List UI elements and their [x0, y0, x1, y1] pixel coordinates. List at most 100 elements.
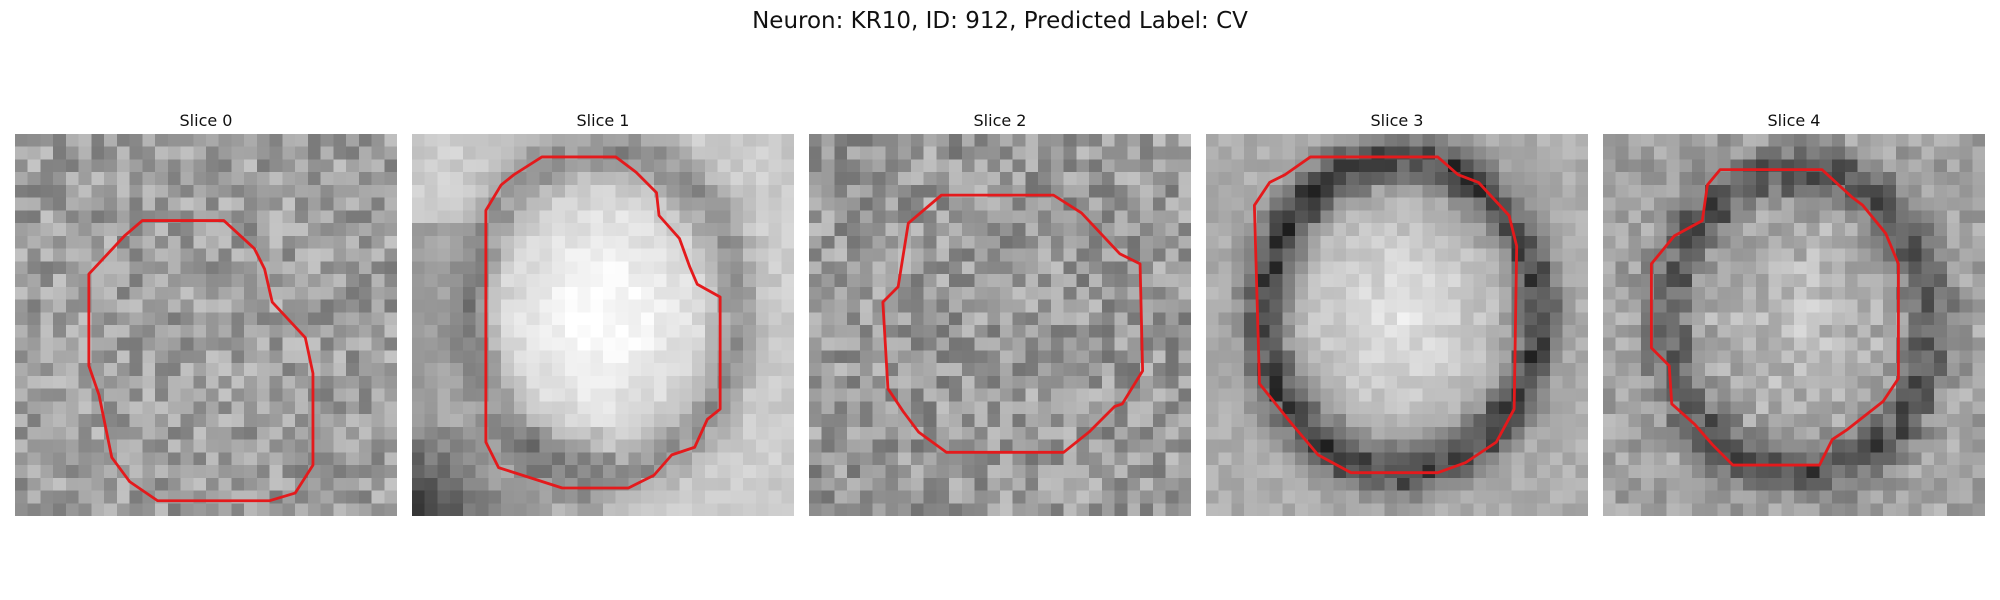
image-pixel	[641, 337, 655, 351]
image-pixel	[564, 134, 578, 147]
image-pixel	[1256, 248, 1270, 262]
image-pixel	[1397, 426, 1410, 440]
image-pixel	[295, 210, 309, 224]
image-pixel	[1422, 159, 1436, 173]
image-pixel	[1346, 261, 1360, 275]
image-pixel	[1972, 363, 1985, 377]
image-pixel	[53, 210, 67, 224]
image-pixel	[218, 388, 232, 402]
image-pixel	[1422, 337, 1436, 351]
image-pixel	[1537, 490, 1551, 504]
image-pixel	[1603, 146, 1616, 160]
image-pixel	[346, 312, 360, 326]
image-pixel	[1307, 223, 1321, 237]
image-pixel	[1692, 184, 1706, 198]
image-pixel	[1730, 299, 1744, 313]
image-pixel	[1050, 401, 1064, 415]
image-pixel	[1025, 223, 1039, 237]
image-pixel	[847, 134, 861, 147]
image-pixel	[1768, 312, 1782, 326]
image-pixel	[1460, 235, 1474, 249]
image-pixel	[1282, 426, 1296, 440]
image-pixel	[256, 388, 270, 402]
image-pixel	[1717, 388, 1731, 402]
image-pixel	[1743, 426, 1757, 440]
image-pixel	[666, 274, 680, 288]
image-pixel	[641, 325, 655, 338]
image-pixel	[1397, 452, 1410, 466]
image-pixel	[40, 452, 54, 466]
image-pixel	[1908, 414, 1922, 428]
image-pixel	[40, 325, 54, 338]
image-pixel	[755, 210, 769, 224]
image-pixel	[859, 465, 873, 479]
image-pixel	[412, 312, 425, 326]
image-pixel	[1666, 477, 1680, 491]
image-pixel	[1218, 248, 1232, 262]
image-pixel	[1295, 337, 1309, 351]
image-pixel	[679, 490, 693, 504]
image-pixel	[1959, 325, 1973, 338]
image-pixel	[898, 325, 912, 338]
image-pixel	[282, 388, 296, 402]
image-pixel	[1127, 197, 1141, 211]
image-pixel	[653, 325, 667, 338]
image-pixel	[1269, 363, 1283, 377]
image-pixel	[206, 159, 219, 173]
image-pixel	[1794, 261, 1807, 275]
image-pixel	[65, 184, 79, 198]
image-pixel	[295, 465, 309, 479]
image-pixel	[1460, 248, 1474, 262]
image-pixel	[1679, 490, 1693, 504]
image-pixel	[1537, 325, 1551, 338]
image-pixel	[1562, 274, 1576, 288]
image-pixel	[295, 401, 309, 415]
image-pixel	[1524, 312, 1538, 326]
roi-contour	[1252, 155, 1519, 475]
image-pixel	[180, 146, 194, 160]
image-pixel	[1114, 465, 1128, 479]
image-pixel	[333, 223, 347, 237]
image-pixel	[1076, 325, 1090, 338]
image-pixel	[450, 210, 464, 224]
image-pixel	[1781, 184, 1795, 198]
image-pixel	[1615, 197, 1629, 211]
image-pixel	[1114, 197, 1128, 211]
image-pixel	[1307, 465, 1321, 479]
image-pixel	[1704, 337, 1718, 351]
image-pixel	[1165, 490, 1179, 504]
image-pixel	[1562, 210, 1576, 224]
image-pixel	[167, 248, 181, 262]
image-pixel	[27, 286, 41, 300]
image-pixel	[1244, 503, 1258, 516]
image-pixel	[1934, 146, 1948, 160]
image-pixel	[282, 172, 296, 186]
image-pixel	[526, 159, 540, 173]
image-pixel	[53, 401, 67, 415]
image-pixel	[641, 439, 655, 453]
image-pixel	[167, 363, 181, 377]
image-pixel	[384, 261, 397, 275]
image-pixel	[1333, 299, 1347, 313]
image-pixel	[781, 477, 794, 491]
image-pixel	[1140, 261, 1154, 275]
image-pixel	[1692, 388, 1706, 402]
image-pixel	[412, 388, 425, 402]
image-pixel	[1959, 465, 1973, 479]
image-pixel	[1076, 388, 1090, 402]
image-pixel	[91, 477, 105, 491]
image-pixel	[1972, 503, 1985, 516]
image-pixel	[424, 350, 438, 364]
image-pixel	[1320, 465, 1334, 479]
image-pixel	[371, 350, 385, 364]
image-pixel	[1972, 388, 1985, 402]
image-pixel	[1012, 197, 1026, 211]
image-pixel	[1575, 388, 1588, 402]
image-pixel	[1883, 172, 1897, 186]
image-pixel	[1269, 261, 1283, 275]
image-pixel	[847, 414, 861, 428]
image-pixel	[450, 312, 464, 326]
image-pixel	[155, 375, 169, 389]
image-pixel	[1114, 134, 1128, 147]
image-pixel	[1486, 414, 1500, 428]
